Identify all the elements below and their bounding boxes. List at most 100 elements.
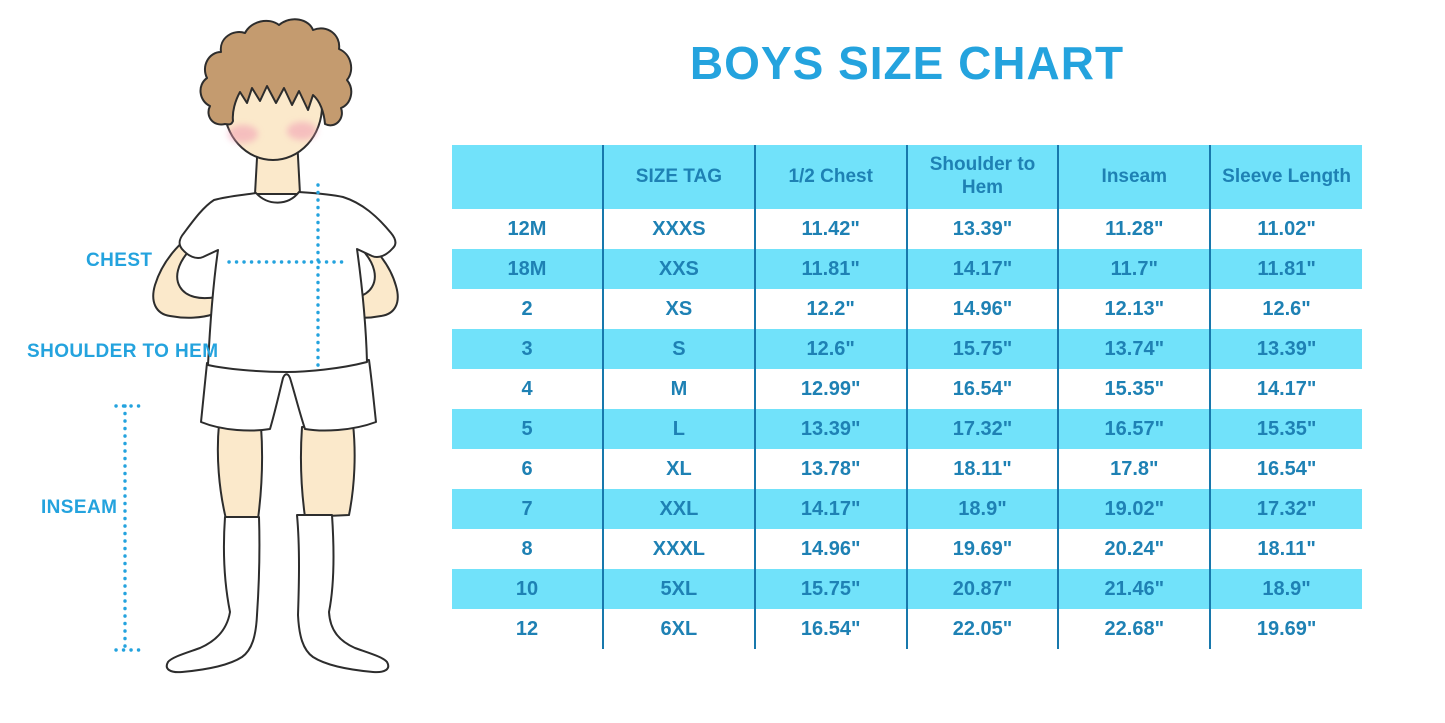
table-cell: 11.42" [753,209,907,249]
table-cell: 13.39" [905,209,1059,249]
page-title: BOYS SIZE CHART [689,37,1125,89]
column-header-inseam: Inseam [1057,145,1211,209]
table-cell: 19.69" [905,529,1059,569]
table-row: 6 XL 13.78" 18.11" 17.8" 16.54" [452,449,1362,489]
table-cell: 11.7" [1057,249,1211,289]
table-cell: 15.75" [905,329,1059,369]
table-cell: 18.9" [1209,569,1362,609]
table-cell: 11.81" [1209,249,1362,289]
table-row: 4 M 12.99" 16.54" 15.35" 14.17" [452,369,1362,409]
table-row: 18M XXS 11.81" 14.17" 11.7" 11.81" [452,249,1362,289]
table-cell: L [602,409,755,449]
table-cell: XXS [602,249,755,289]
column-header-sleeve-length: Sleeve Length [1209,145,1362,209]
table-cell: 12.6" [753,329,907,369]
table-cell: 14.96" [753,529,907,569]
table-cell: 13.39" [1209,329,1362,369]
header-row: SIZE TAG 1/2 Chest Shoulder to Hem Insea… [452,145,1362,209]
table-cell: 12M [452,209,603,249]
boy-left-sock [165,516,261,674]
boy-right-sock [296,514,390,674]
table-cell: 5 [452,409,603,449]
table-cell: 21.46" [1057,569,1211,609]
chest-label: CHEST [86,250,153,271]
column-header-half-chest: 1/2 Chest [753,145,907,209]
table-cell: 19.02" [1057,489,1211,529]
table-cell: 22.68" [1057,609,1211,649]
size-table: SIZE TAG 1/2 Chest Shoulder to Hem Insea… [452,145,1362,649]
table-cell: XL [602,449,755,489]
table-row: 12 6XL 16.54" 22.05" 22.68" 19.69" [452,609,1362,649]
table-cell: 6XL [602,609,755,649]
table-cell: 14.17" [753,489,907,529]
table-cell: 17.32" [1209,489,1362,529]
column-header-size [452,145,603,209]
table-row: 12M XXXS 11.42" 13.39" 11.28" 11.02" [452,209,1362,249]
table-cell: 6 [452,449,603,489]
column-header-size-tag: SIZE TAG [602,145,755,209]
measurement-dotted-lines [114,183,345,652]
table-row: 3 S 12.6" 15.75" 13.74" 13.39" [452,329,1362,369]
table-cell: 17.8" [1057,449,1211,489]
table-cell: 16.54" [905,369,1059,409]
table-cell: 8 [452,529,603,569]
column-header-shoulder-to-hem: Shoulder to Hem [905,145,1059,209]
table-cell: 18.11" [905,449,1059,489]
table-cell: 12.13" [1057,289,1211,329]
table-cell: XXXS [602,209,755,249]
table-cell: 14.96" [905,289,1059,329]
table-cell: XXXL [602,529,755,569]
table-cell: 12.99" [753,369,907,409]
table-cell: 18.9" [905,489,1059,529]
boy-shorts [200,359,377,432]
table-cell: 11.28" [1057,209,1211,249]
table-cell: 13.74" [1057,329,1211,369]
table-row: 5 L 13.39" 17.32" 16.57" 15.35" [452,409,1362,449]
table-cell: 16.54" [1209,449,1362,489]
table-cell: 12.2" [753,289,907,329]
table-cell: 16.54" [753,609,907,649]
table-cell: 14.17" [905,249,1059,289]
table-cell: 14.17" [1209,369,1362,409]
inseam-label: INSEAM [41,497,118,518]
table-row: 8 XXXL 14.96" 19.69" 20.24" 18.11" [452,529,1362,569]
table-cell: 18M [452,249,603,289]
table-cell: 17.32" [905,409,1059,449]
table-cell: M [602,369,755,409]
table-cell: XXL [602,489,755,529]
table-cell: 11.02" [1209,209,1362,249]
table-cell: 12 [452,609,603,649]
table-cell: 15.35" [1209,409,1362,449]
table-cell: XS [602,289,755,329]
table-cell: 22.05" [905,609,1059,649]
table-cell: 4 [452,369,603,409]
table-cell: 11.81" [753,249,907,289]
table-cell: S [602,329,755,369]
boy-right-leg [300,423,356,518]
table-cell: 10 [452,569,603,609]
table-cell: 20.24" [1057,529,1211,569]
table-cell: 16.57" [1057,409,1211,449]
table-cell: 18.11" [1209,529,1362,569]
table-cell: 15.35" [1057,369,1211,409]
boy-tshirt [178,191,397,373]
table-row: 2 XS 12.2" 14.96" 12.13" 12.6" [452,289,1362,329]
table-cell: 7 [452,489,603,529]
table-cell: 12.6" [1209,289,1362,329]
table-cell: 3 [452,329,603,369]
table-cell: 20.87" [905,569,1059,609]
boy-illustration [114,18,399,674]
table-cell: 2 [452,289,603,329]
boy-left-leg [216,423,263,520]
boy-hair [199,18,353,127]
table-cell: 19.69" [1209,609,1362,649]
table-cell: 5XL [602,569,755,609]
table-cell: 13.78" [753,449,907,489]
table-cell: 13.39" [753,409,907,449]
table-cell: 15.75" [753,569,907,609]
boy-blush [228,122,317,143]
table-row: 7 XXL 14.17" 18.9" 19.02" 17.32" [452,489,1362,529]
table-row: 10 5XL 15.75" 20.87" 21.46" 18.9" [452,569,1362,609]
shoulder-to-hem-label: SHOULDER TO HEM [27,341,219,362]
